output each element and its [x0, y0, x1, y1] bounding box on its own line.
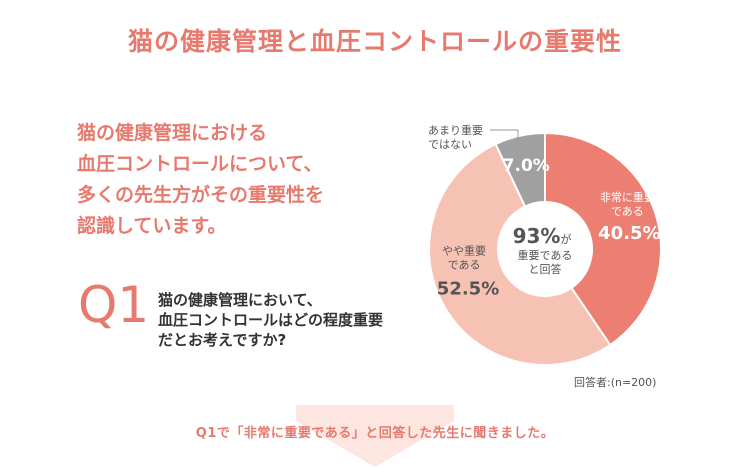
- slice-label: 非常に重要: [600, 190, 655, 204]
- donut-slice: [428, 142, 612, 366]
- donut-hole: [499, 203, 591, 295]
- respondent-count: 回答者:(n=200): [574, 376, 657, 389]
- headline-line: 多くの先生方がその重要性を: [77, 184, 325, 206]
- slice-label: である: [448, 259, 481, 272]
- followup-arrow: Q1で「非常に重要である」と回答した先生に聞きました。: [0, 405, 750, 468]
- slice-label: ではない: [428, 138, 472, 151]
- slice-value: 52.5%: [437, 279, 499, 300]
- donut-slice: [494, 131, 546, 208]
- question-line: だとお考えですか?: [158, 331, 287, 349]
- leader-line: [490, 129, 519, 148]
- page-title: 猫の健康管理と血圧コントロールの重要性: [127, 27, 622, 56]
- headline: 猫の健康管理における 血圧コントロールについて、 多くの先生方がその重要性を 認…: [77, 118, 407, 242]
- question-line: 血圧コントロールはどの程度重要: [158, 311, 384, 329]
- center-value: 93%が: [513, 224, 572, 248]
- donut-slice: [544, 131, 662, 347]
- question-number: Q1: [78, 276, 150, 334]
- slice-label: である: [611, 205, 644, 218]
- question-text: 猫の健康管理において、 血圧コントロールはどの程度重要 だとお考えですか?: [158, 290, 448, 350]
- followup-text: Q1で「非常に重要である」と回答した先生に聞きました。: [195, 426, 555, 441]
- arrow-polygon: [296, 405, 454, 467]
- headline-line: 認識しています。: [77, 215, 227, 237]
- donut-chart: 非常に重要である40.5%やや重要である52.5%7.0%あまり重要ではない93…: [428, 123, 662, 366]
- center-caption: と回答: [529, 262, 562, 276]
- headline-line: 猫の健康管理における: [77, 122, 268, 144]
- slice-label: あまり重要: [428, 123, 483, 137]
- slice-value: 40.5%: [598, 223, 660, 244]
- slice-value: 7.0%: [503, 156, 550, 176]
- center-caption: 重要である: [518, 248, 573, 262]
- arrow-shape: [296, 405, 454, 467]
- question-line: 猫の健康管理において、: [158, 291, 322, 309]
- headline-line: 血圧コントロールについて、: [77, 153, 323, 175]
- slice-label: やや重要: [442, 244, 486, 258]
